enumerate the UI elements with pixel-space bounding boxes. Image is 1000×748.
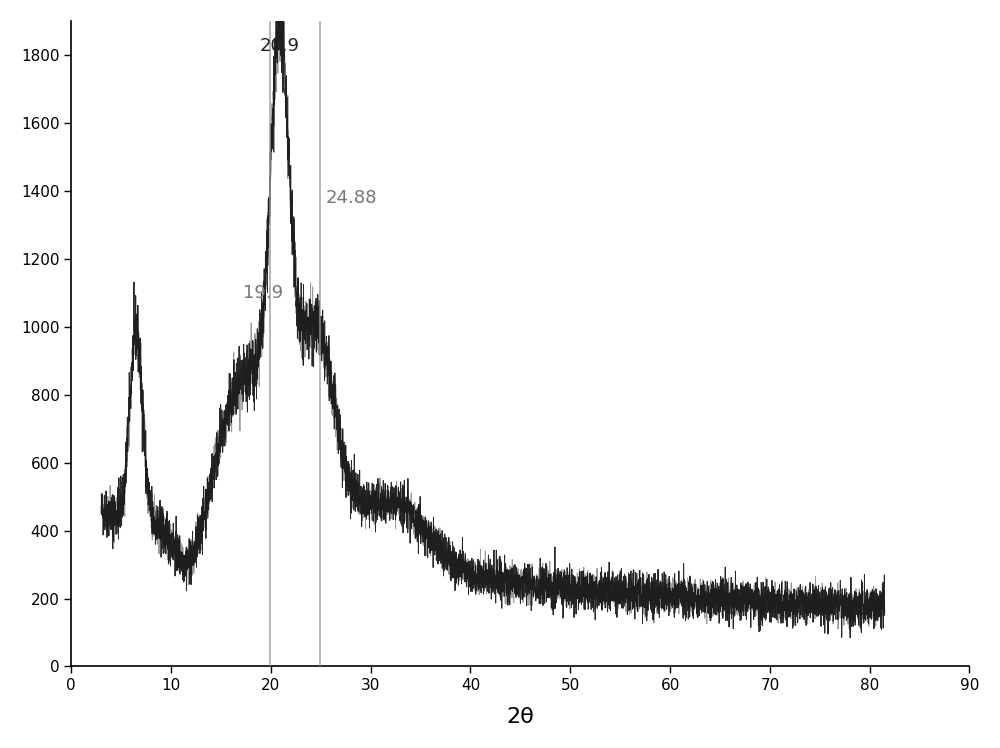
X-axis label: 2θ: 2θ bbox=[506, 707, 534, 727]
Text: 24.88: 24.88 bbox=[326, 188, 377, 206]
Text: 19.9: 19.9 bbox=[243, 283, 283, 301]
Text: 20.9: 20.9 bbox=[260, 37, 300, 55]
